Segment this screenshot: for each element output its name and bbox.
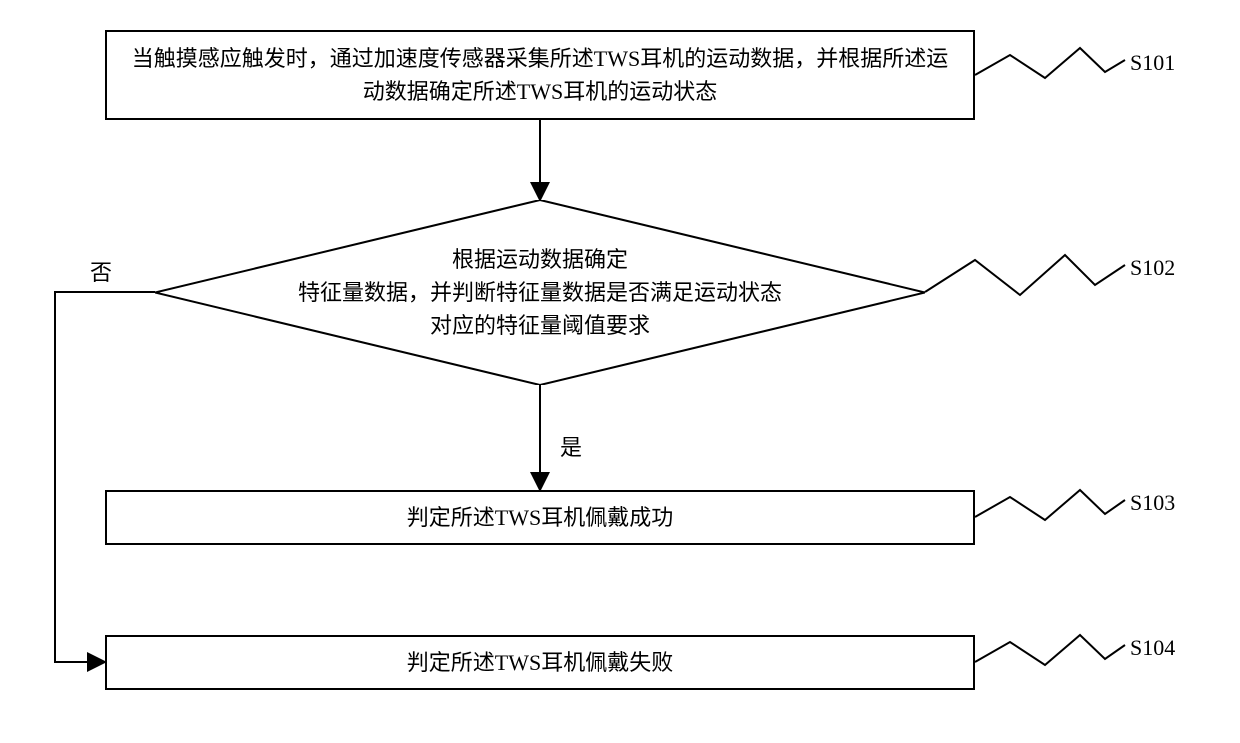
step-label-s102-text: S102 [1130, 255, 1175, 280]
process-s104: 判定所述TWS耳机佩戴失败 [105, 635, 975, 690]
step-label-s101: S101 [1130, 50, 1175, 76]
process-s103-text: 判定所述TWS耳机佩戴成功 [407, 501, 673, 534]
step-label-s104-text: S104 [1130, 635, 1175, 660]
flowchart-container: 当触摸感应触发时，通过加速度传感器采集所述TWS耳机的运动数据，并根据所述运动数… [0, 0, 1240, 743]
edge-label-yes-text: 是 [560, 435, 582, 460]
process-s103: 判定所述TWS耳机佩戴成功 [105, 490, 975, 545]
zigzag-s103 [975, 490, 1125, 520]
zigzag-s104 [975, 635, 1125, 665]
decision-s102: 根据运动数据确定 特征量数据，并判断特征量数据是否满足运动状态 对应的特征量阈值… [155, 200, 925, 385]
process-s101: 当触摸感应触发时，通过加速度传感器采集所述TWS耳机的运动数据，并根据所述运动数… [105, 30, 975, 120]
edge-label-yes: 是 [560, 430, 582, 462]
edge-label-no: 否 [90, 255, 112, 287]
process-s104-text: 判定所述TWS耳机佩戴失败 [407, 646, 673, 679]
edge-label-no-text: 否 [90, 260, 112, 285]
zigzag-s101 [975, 48, 1125, 78]
step-label-s103-text: S103 [1130, 490, 1175, 515]
zigzag-s102 [925, 255, 1125, 295]
step-label-s102: S102 [1130, 255, 1175, 281]
step-label-s104: S104 [1130, 635, 1175, 661]
decision-s102-text: 根据运动数据确定 特征量数据，并判断特征量数据是否满足运动状态 对应的特征量阈值… [298, 243, 782, 342]
step-label-s101-text: S101 [1130, 50, 1175, 75]
arrow-s102-s104 [55, 292, 155, 662]
decision-s102-text-wrap: 根据运动数据确定 特征量数据，并判断特征量数据是否满足运动状态 对应的特征量阈值… [155, 200, 925, 385]
process-s101-text: 当触摸感应触发时，通过加速度传感器采集所述TWS耳机的运动数据，并根据所述运动数… [127, 42, 953, 108]
step-label-s103: S103 [1130, 490, 1175, 516]
